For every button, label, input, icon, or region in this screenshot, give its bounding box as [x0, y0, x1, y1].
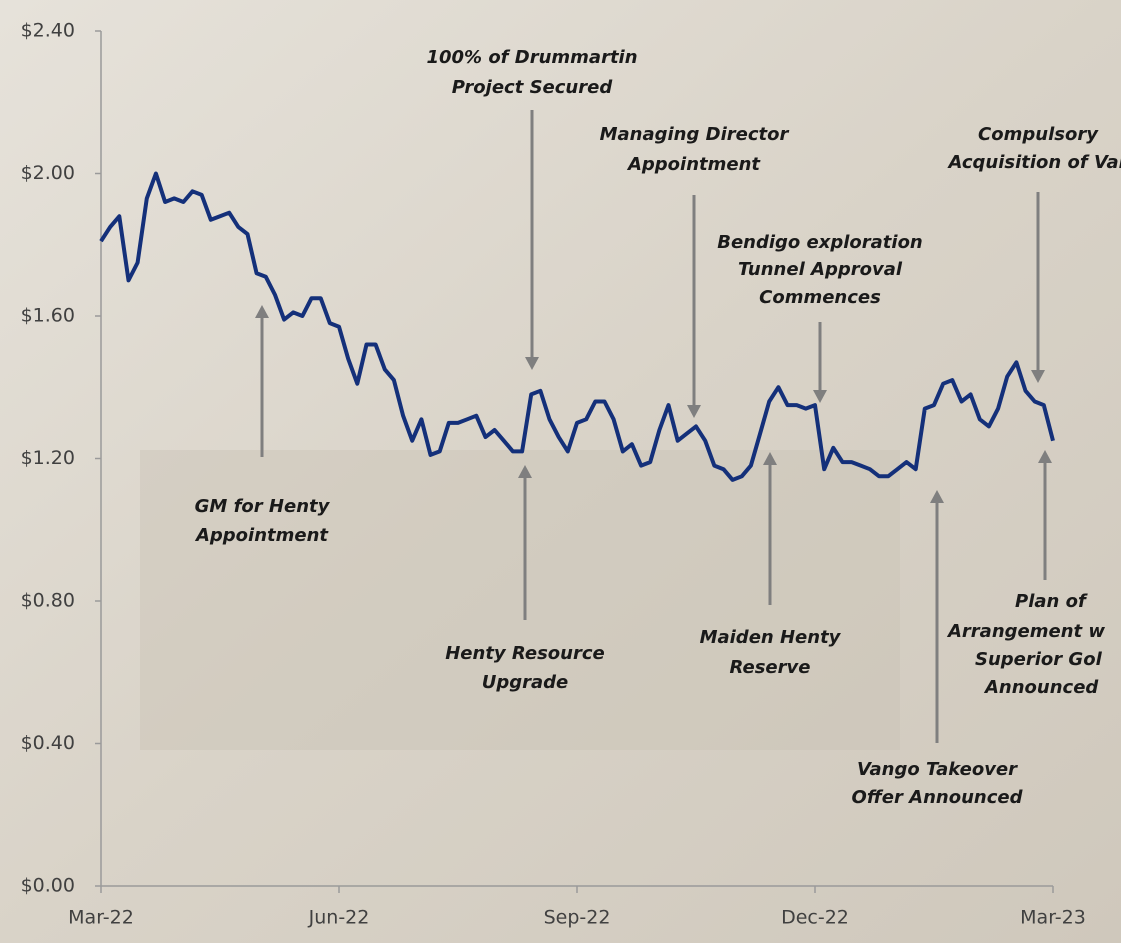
x-tick-label: Mar-22: [68, 907, 134, 929]
annotation-text: 100% of Drummartin: [426, 47, 637, 68]
annotation-arrowhead: [518, 465, 532, 478]
background-scene: [140, 450, 900, 750]
y-tick-label: $2.40: [21, 20, 75, 42]
annotation-text: Plan of: [1015, 591, 1088, 612]
y-tick-label: $0.40: [21, 732, 75, 754]
annotation-text: Maiden Henty: [700, 627, 842, 648]
annotation-text: Vango Takeover: [857, 759, 1018, 780]
y-tick-label: $2.00: [21, 162, 75, 184]
annotation-text: Appointment: [626, 154, 761, 175]
annotation-text: Upgrade: [482, 672, 569, 693]
annotation-arrowhead: [1031, 370, 1045, 383]
y-tick-label: $0.80: [21, 590, 75, 612]
annotation-text: Tunnel Approval: [738, 259, 903, 280]
annotation-text: Commences: [759, 287, 881, 308]
y-tick-label: $0.00: [21, 875, 75, 897]
annotation-arrowhead: [1038, 450, 1052, 463]
annotation-text: Superior Gol: [975, 649, 1103, 670]
annotation-text: Managing Director: [600, 124, 790, 145]
annotation-text: Appointment: [194, 525, 329, 546]
annotation-text: Arrangement w: [946, 621, 1105, 642]
annotation-arrowhead: [687, 405, 701, 418]
y-tick-label: $1.60: [21, 305, 75, 327]
y-tick-label: $1.20: [21, 447, 75, 469]
x-tick-label: Sep-22: [544, 907, 611, 929]
annotation-arrowhead: [813, 390, 827, 403]
annotation-text: Announced: [983, 677, 1099, 698]
x-tick-label: Jun-22: [308, 907, 370, 929]
annotation-text: Henty Resource: [445, 643, 605, 664]
annotation-text: Compulsory: [978, 124, 1099, 145]
annotation-text: Project Secured: [452, 77, 614, 98]
annotation-text: Acquisition of Var: [946, 152, 1121, 173]
annotation-arrowhead: [930, 490, 944, 503]
annotation-text: Offer Announced: [852, 787, 1024, 808]
annotation-arrowhead: [763, 452, 777, 465]
x-tick-label: Mar-23: [1020, 907, 1086, 929]
x-tick-label: Dec-22: [781, 907, 849, 929]
annotation-arrowhead: [525, 357, 539, 370]
annotation-arrowhead: [255, 305, 269, 318]
annotation-text: Bendigo exploration: [717, 232, 923, 253]
price-line: [99, 171, 1055, 482]
annotation-text: GM for Henty: [195, 496, 331, 517]
annotation-text: Reserve: [730, 657, 811, 678]
